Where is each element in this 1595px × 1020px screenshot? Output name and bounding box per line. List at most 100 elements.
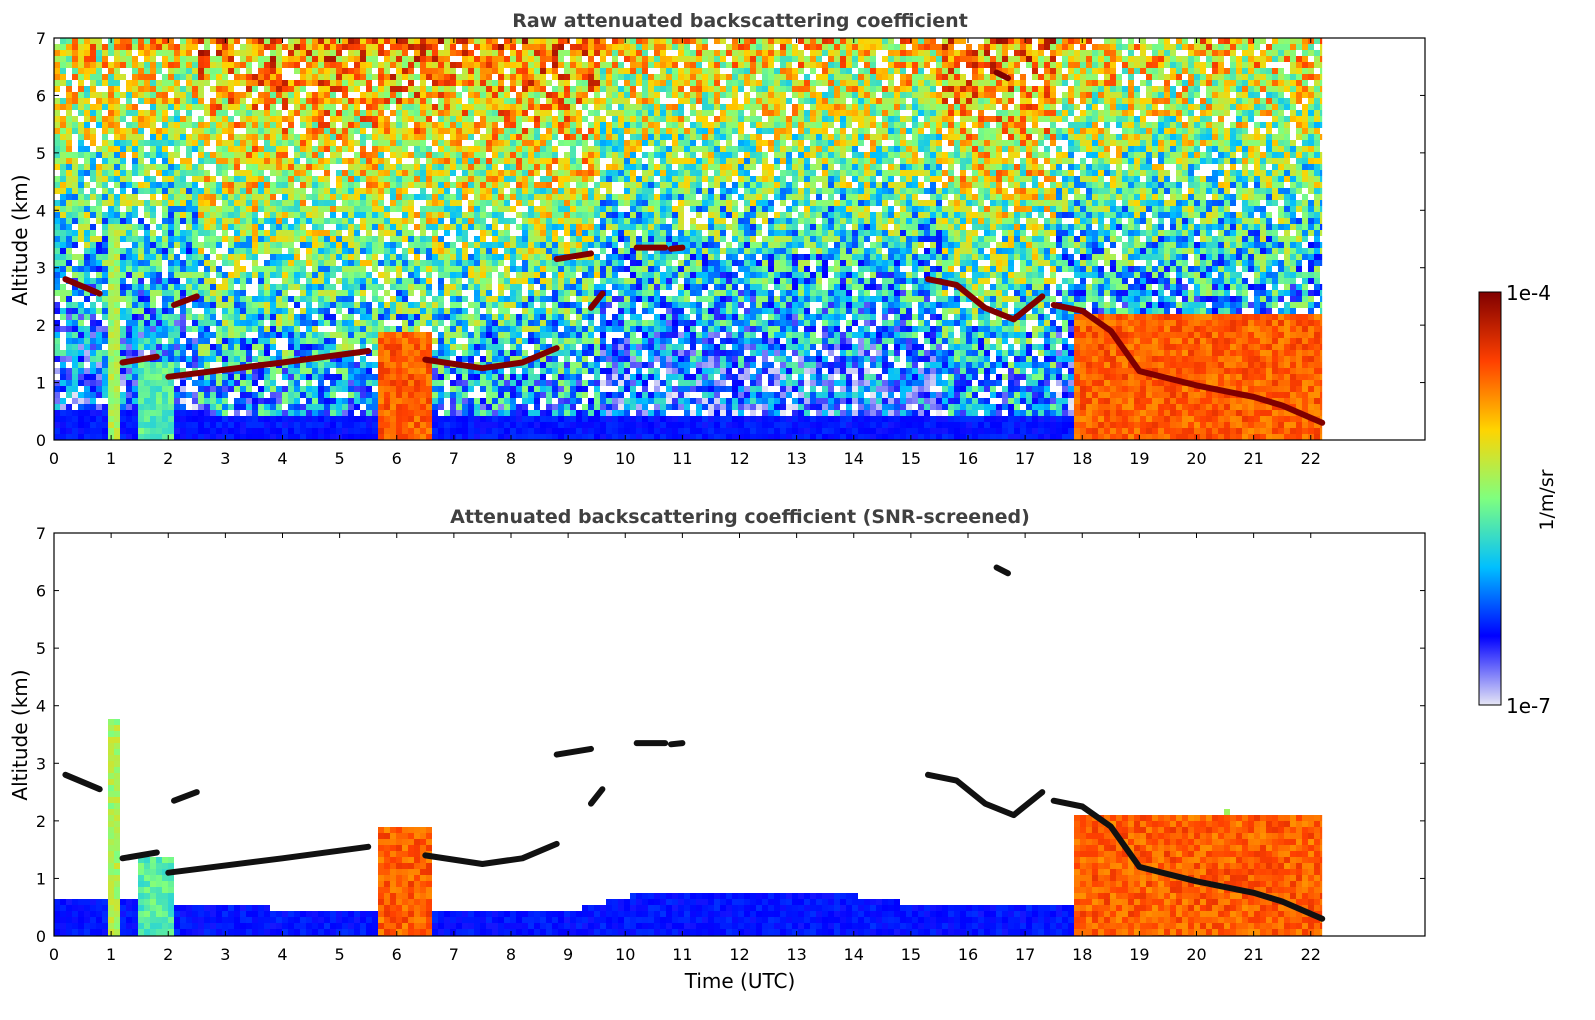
heatmap-cell bbox=[504, 200, 510, 206]
heatmap-cell bbox=[90, 152, 96, 158]
heatmap-cell bbox=[414, 164, 420, 170]
heatmap-cell bbox=[114, 206, 120, 212]
heatmap-cell bbox=[138, 374, 144, 380]
heatmap-cell bbox=[540, 182, 546, 188]
heatmap-cell bbox=[222, 314, 228, 320]
heatmap-cell bbox=[384, 182, 390, 188]
heatmap-cell bbox=[486, 290, 492, 296]
heatmap-cell bbox=[96, 374, 102, 380]
heatmap-cell bbox=[348, 284, 354, 290]
heatmap-cell bbox=[336, 296, 342, 302]
heatmap-cell bbox=[528, 266, 534, 272]
heatmap-cell bbox=[258, 374, 264, 380]
heatmap-cell bbox=[198, 104, 204, 110]
heatmap-cell bbox=[528, 236, 534, 242]
heatmap-cell bbox=[372, 146, 378, 152]
heatmap-cell bbox=[504, 110, 510, 116]
heatmap-cell bbox=[186, 116, 192, 122]
heatmap-cell bbox=[468, 380, 474, 386]
heatmap-cell bbox=[528, 134, 534, 140]
heatmap-cell bbox=[408, 392, 414, 398]
heatmap-cell bbox=[102, 278, 108, 284]
heatmap-cell bbox=[546, 260, 552, 266]
heatmap-cell bbox=[510, 428, 516, 434]
heatmap-cell bbox=[396, 344, 402, 350]
heatmap-cell bbox=[516, 290, 522, 296]
heatmap-cell bbox=[420, 92, 426, 98]
heatmap-cell bbox=[486, 122, 492, 128]
heatmap-cell bbox=[372, 422, 378, 428]
heatmap-cell bbox=[270, 398, 276, 404]
heatmap-cell bbox=[72, 218, 78, 224]
heatmap-cell bbox=[426, 104, 432, 110]
heatmap-cell bbox=[342, 380, 348, 386]
heatmap-cell bbox=[156, 140, 162, 146]
heatmap-cell bbox=[252, 326, 258, 332]
heatmap-cell bbox=[78, 302, 84, 308]
heatmap-cell bbox=[426, 368, 432, 374]
heatmap-cell bbox=[378, 104, 384, 110]
heatmap-cell bbox=[102, 266, 108, 272]
heatmap-cell bbox=[444, 50, 450, 56]
heatmap-cell bbox=[234, 170, 240, 176]
heatmap-cell bbox=[456, 392, 462, 398]
heatmap-cell bbox=[510, 338, 516, 344]
heatmap-cell bbox=[444, 350, 450, 356]
heatmap-cell bbox=[534, 374, 540, 380]
heatmap-cell bbox=[366, 194, 372, 200]
heatmap-cell bbox=[228, 152, 234, 158]
heatmap-cell bbox=[432, 92, 438, 98]
heatmap-cell bbox=[66, 428, 72, 434]
heatmap-cell bbox=[498, 152, 504, 158]
heatmap-cell bbox=[390, 152, 396, 158]
heatmap-cell bbox=[78, 206, 84, 212]
heatmap-cell bbox=[264, 158, 270, 164]
heatmap-cell bbox=[516, 176, 522, 182]
heatmap-cell bbox=[114, 308, 120, 314]
heatmap-cell bbox=[84, 86, 90, 92]
heatmap-cell bbox=[168, 344, 174, 350]
heatmap-cell bbox=[486, 170, 492, 176]
heatmap-cell bbox=[372, 170, 378, 176]
heatmap-cell bbox=[162, 254, 168, 260]
heatmap-cell bbox=[510, 290, 516, 296]
heatmap-cell bbox=[378, 170, 384, 176]
heatmap-cell bbox=[456, 404, 462, 410]
heatmap-cell bbox=[318, 350, 324, 356]
heatmap-cell bbox=[306, 176, 312, 182]
heatmap-cell bbox=[138, 380, 144, 386]
heatmap-cell bbox=[318, 236, 324, 242]
heatmap-cell bbox=[546, 176, 552, 182]
heatmap-cell bbox=[456, 110, 462, 116]
heatmap-cell bbox=[120, 272, 126, 278]
heatmap-cell bbox=[408, 176, 414, 182]
heatmap-cell bbox=[534, 260, 540, 266]
heatmap-cell bbox=[60, 356, 66, 362]
heatmap-cell bbox=[216, 398, 222, 404]
heatmap-cell bbox=[450, 302, 456, 308]
heatmap-cell bbox=[300, 392, 306, 398]
heatmap-cell bbox=[396, 398, 402, 404]
heatmap-cell bbox=[486, 320, 492, 326]
heatmap-cell bbox=[78, 122, 84, 128]
heatmap-cell bbox=[108, 164, 114, 170]
heatmap-cell bbox=[120, 188, 126, 194]
heatmap-cell bbox=[414, 332, 420, 338]
heatmap-cell bbox=[336, 86, 342, 92]
heatmap-cell bbox=[366, 200, 372, 206]
heatmap-cell bbox=[96, 422, 102, 428]
heatmap-cell bbox=[246, 92, 252, 98]
heatmap-cell bbox=[120, 62, 126, 68]
heatmap-cell bbox=[60, 260, 66, 266]
heatmap-cell bbox=[252, 56, 258, 62]
heatmap-cell bbox=[468, 176, 474, 182]
heatmap-cell bbox=[516, 128, 522, 134]
heatmap-cell bbox=[432, 140, 438, 146]
heatmap-cell bbox=[216, 38, 222, 44]
heatmap-cell bbox=[66, 116, 72, 122]
heatmap-cell bbox=[252, 98, 258, 104]
heatmap-cell bbox=[312, 386, 318, 392]
heatmap-cell bbox=[222, 230, 228, 236]
heatmap-cell bbox=[60, 170, 66, 176]
heatmap-cell bbox=[276, 398, 282, 404]
